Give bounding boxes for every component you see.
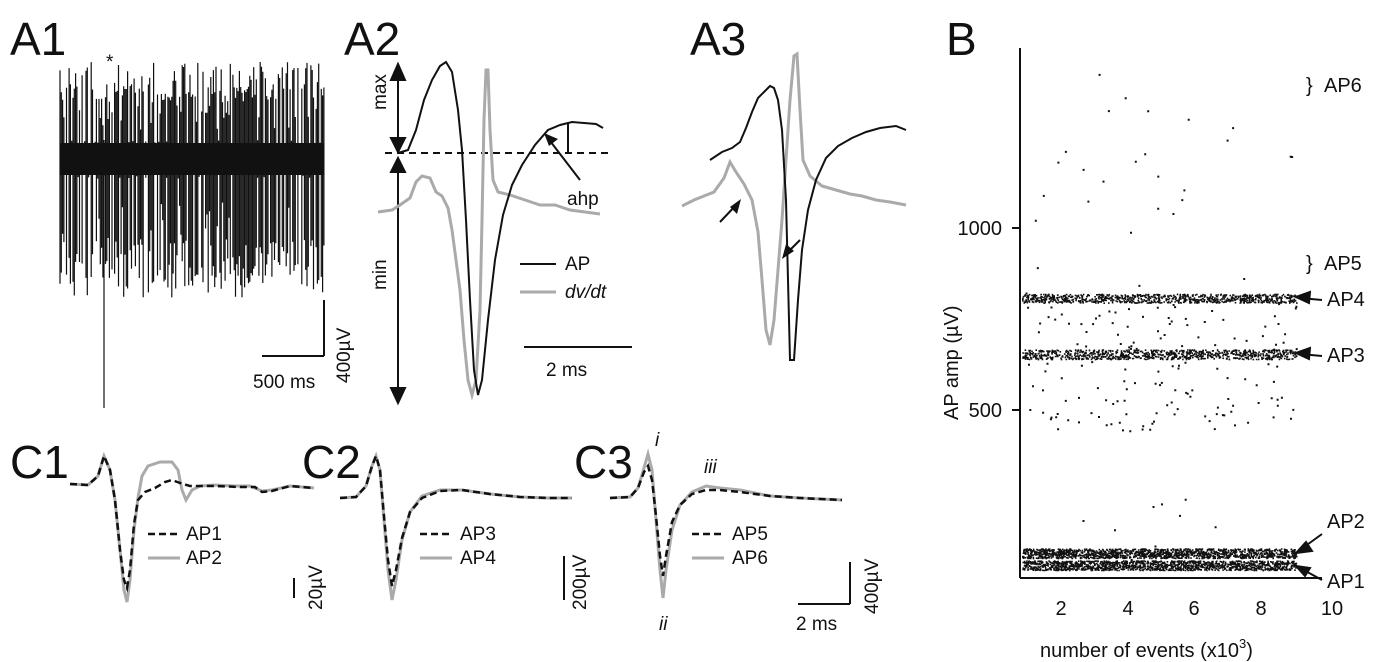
a2-max-arrow: [389, 61, 407, 155]
c1-legend-ap2-label: AP2: [186, 548, 222, 569]
b-scatter-points: [1022, 73, 1298, 572]
b-ap5-brace: }: [1306, 253, 1313, 275]
c3-legend-ap6-label: AP6: [732, 548, 768, 569]
a3-ap-trace: [709, 84, 907, 361]
panel-label-c1: C1: [10, 436, 69, 488]
b-ap1-label: AP1: [1327, 571, 1365, 593]
a2-scale-time: 2 ms: [546, 360, 587, 381]
panel-label-a2: A2: [344, 13, 400, 65]
b-xtick-10: 10: [1321, 598, 1343, 620]
a2-legend-ap-label: AP: [565, 254, 590, 275]
c3-ap6-trace: [609, 448, 843, 599]
b-xtick-2: 2: [1055, 598, 1066, 620]
a3-arrow-right: [782, 239, 801, 259]
c2-ap3-trace: [339, 452, 572, 587]
c3-scale-bar: [798, 562, 851, 605]
b-ytick-500: 500: [969, 400, 1002, 422]
b-xlabel: number of events (x103): [1040, 636, 1253, 662]
panel-label-c3: C3: [574, 436, 633, 488]
b-xtick-8: 8: [1255, 598, 1266, 620]
c1-legend-ap1-label: AP1: [186, 524, 222, 545]
c2-ap4-trace: [339, 451, 572, 601]
c3-marker-iii: iii: [704, 457, 717, 478]
c3-scale-time: 2 ms: [796, 614, 837, 635]
b-ap5-label: AP5: [1324, 253, 1362, 275]
a1-scale-volt: 400µV: [334, 327, 355, 383]
c1-ap1-trace: [69, 452, 315, 593]
b-xtick-6: 6: [1188, 598, 1199, 620]
panel-label-a1: A1: [10, 13, 66, 65]
a2-ahp-label: ahp: [567, 189, 599, 210]
b-unit-arrows: [1293, 290, 1323, 581]
a1-scale-bar: [262, 300, 325, 357]
b-ap3-label: AP3: [1327, 345, 1365, 367]
b-ap6-label: AP6: [1324, 75, 1362, 97]
b-ap4-label: AP4: [1327, 289, 1365, 311]
b-ap2-label: AP2: [1327, 511, 1365, 533]
panel-label-a3: A3: [690, 13, 746, 65]
b-ap6-brace: }: [1306, 75, 1313, 97]
c3-legend-ap5-label: AP5: [732, 524, 768, 545]
a3-dvdt-trace: [681, 51, 907, 346]
c2-legend-ap3-label: AP3: [460, 524, 496, 545]
c3-ap5-trace: [609, 463, 843, 577]
a2-min-arrow: [389, 155, 407, 406]
a1-scale-time: 500 ms: [253, 372, 315, 393]
c3-scale-volt: 400µV: [862, 558, 883, 614]
a2-legend-dvdt-label: dv/dt: [565, 282, 607, 303]
a2-ap-trace: [397, 60, 604, 396]
panel-label-c2: C2: [302, 436, 361, 488]
b-ylabel: AP amp (µV): [941, 305, 963, 420]
panel-label-b: B: [946, 13, 977, 65]
a2-min-label: min: [370, 259, 391, 290]
a2-dvdt-trace: [377, 68, 601, 401]
a1-star-marker: *: [106, 52, 114, 73]
c1-scale-volt: 20µV: [306, 565, 327, 610]
c2-scale-volt: 200µV: [570, 554, 591, 610]
c2-legend-ap4-label: AP4: [460, 548, 496, 569]
c3-marker-i: i: [655, 430, 660, 451]
a2-max-label: max: [370, 74, 391, 110]
b-ytick-1000: 1000: [958, 218, 1003, 240]
a3-arrow-left: [719, 199, 741, 223]
a2-ahp-arrow: [544, 133, 581, 181]
a1-raw-trace: [59, 62, 325, 408]
c3-marker-ii: ii: [659, 614, 668, 635]
b-xtick-4: 4: [1122, 598, 1133, 620]
